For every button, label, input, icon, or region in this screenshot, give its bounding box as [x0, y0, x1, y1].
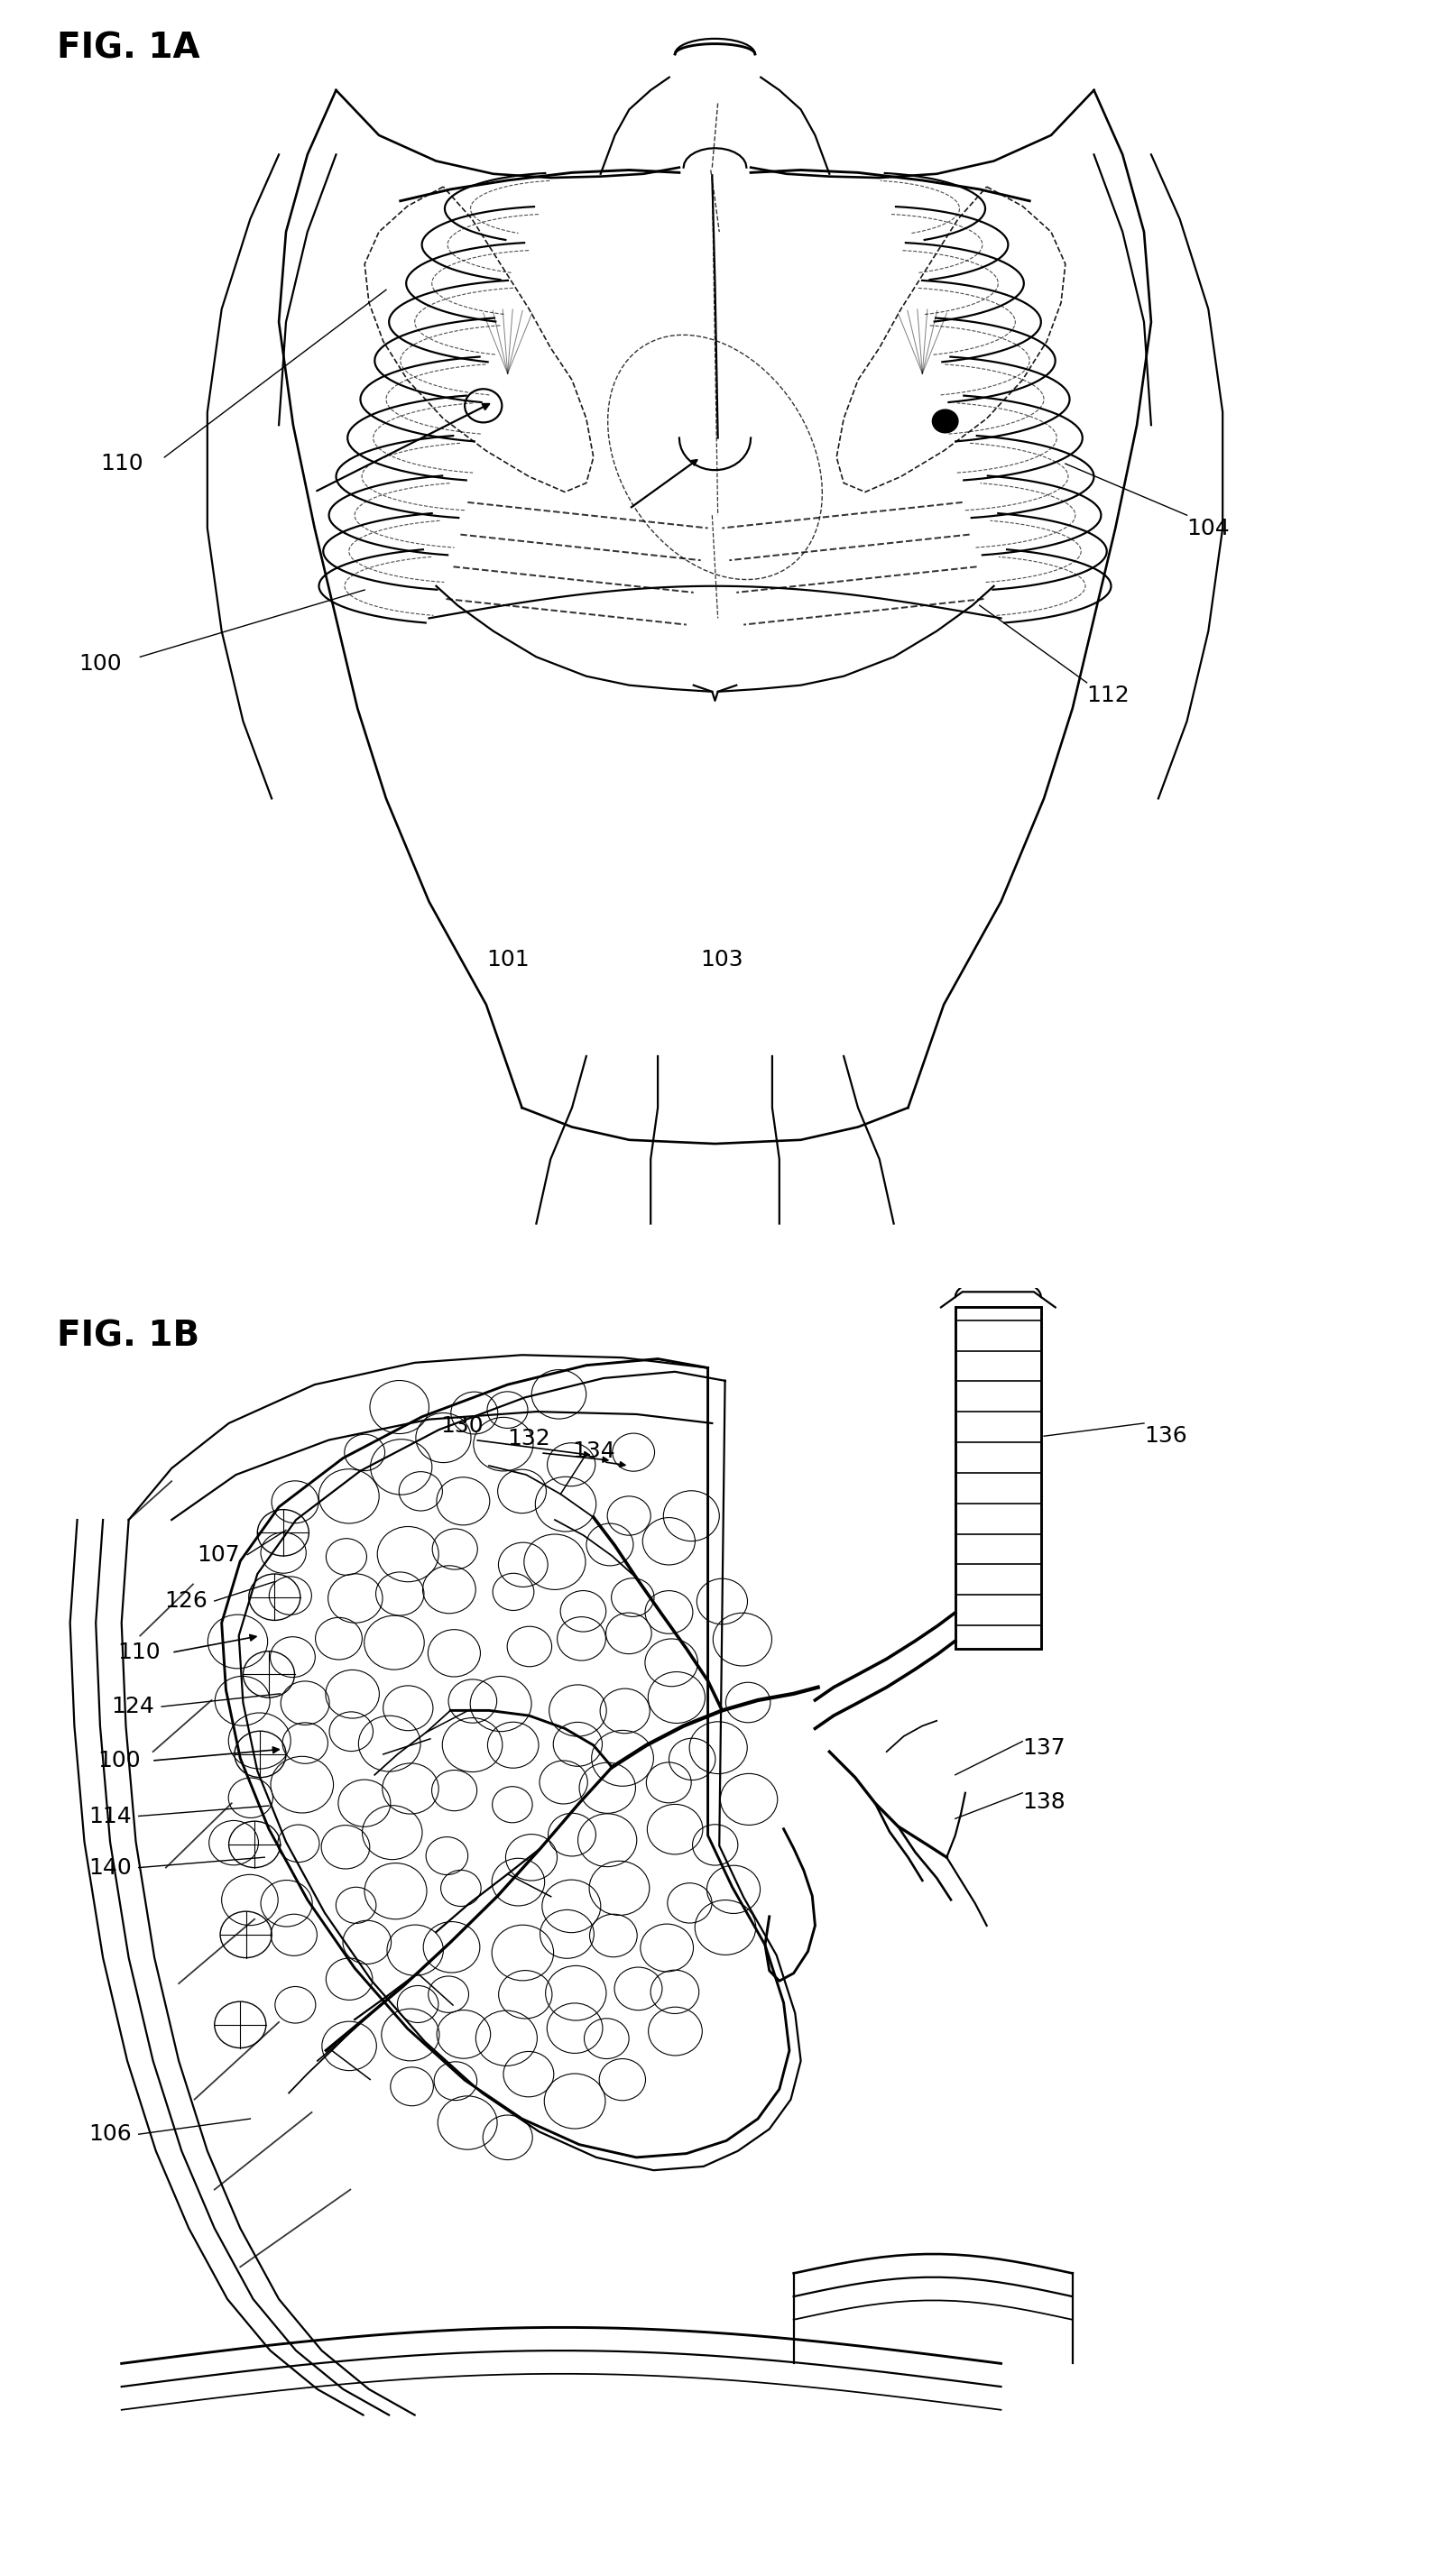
Text: 104: 104 [1187, 518, 1230, 538]
Text: 134: 134 [572, 1440, 615, 1463]
Text: 106: 106 [89, 2123, 132, 2146]
Circle shape [932, 410, 958, 433]
Text: 140: 140 [89, 1857, 132, 1878]
Text: 124: 124 [112, 1695, 154, 1718]
Text: 107: 107 [197, 1543, 240, 1566]
FancyBboxPatch shape [955, 1309, 1041, 1649]
Text: 100: 100 [79, 652, 122, 675]
Text: 110: 110 [117, 1641, 160, 1664]
Text: 101: 101 [486, 948, 529, 971]
Text: 114: 114 [89, 1806, 132, 1826]
Text: 138: 138 [1022, 1790, 1065, 1814]
Text: 112: 112 [1087, 685, 1130, 706]
Text: 132: 132 [508, 1427, 551, 1450]
Text: 110: 110 [100, 453, 143, 474]
Text: 126: 126 [164, 1589, 207, 1613]
Text: 136: 136 [1144, 1425, 1187, 1448]
Text: 103: 103 [701, 948, 744, 971]
Text: 100: 100 [97, 1749, 140, 1772]
Text: FIG. 1A: FIG. 1A [57, 31, 200, 64]
Text: 137: 137 [1022, 1736, 1065, 1759]
Text: 130: 130 [440, 1414, 483, 1437]
Text: FIG. 1B: FIG. 1B [57, 1319, 200, 1352]
